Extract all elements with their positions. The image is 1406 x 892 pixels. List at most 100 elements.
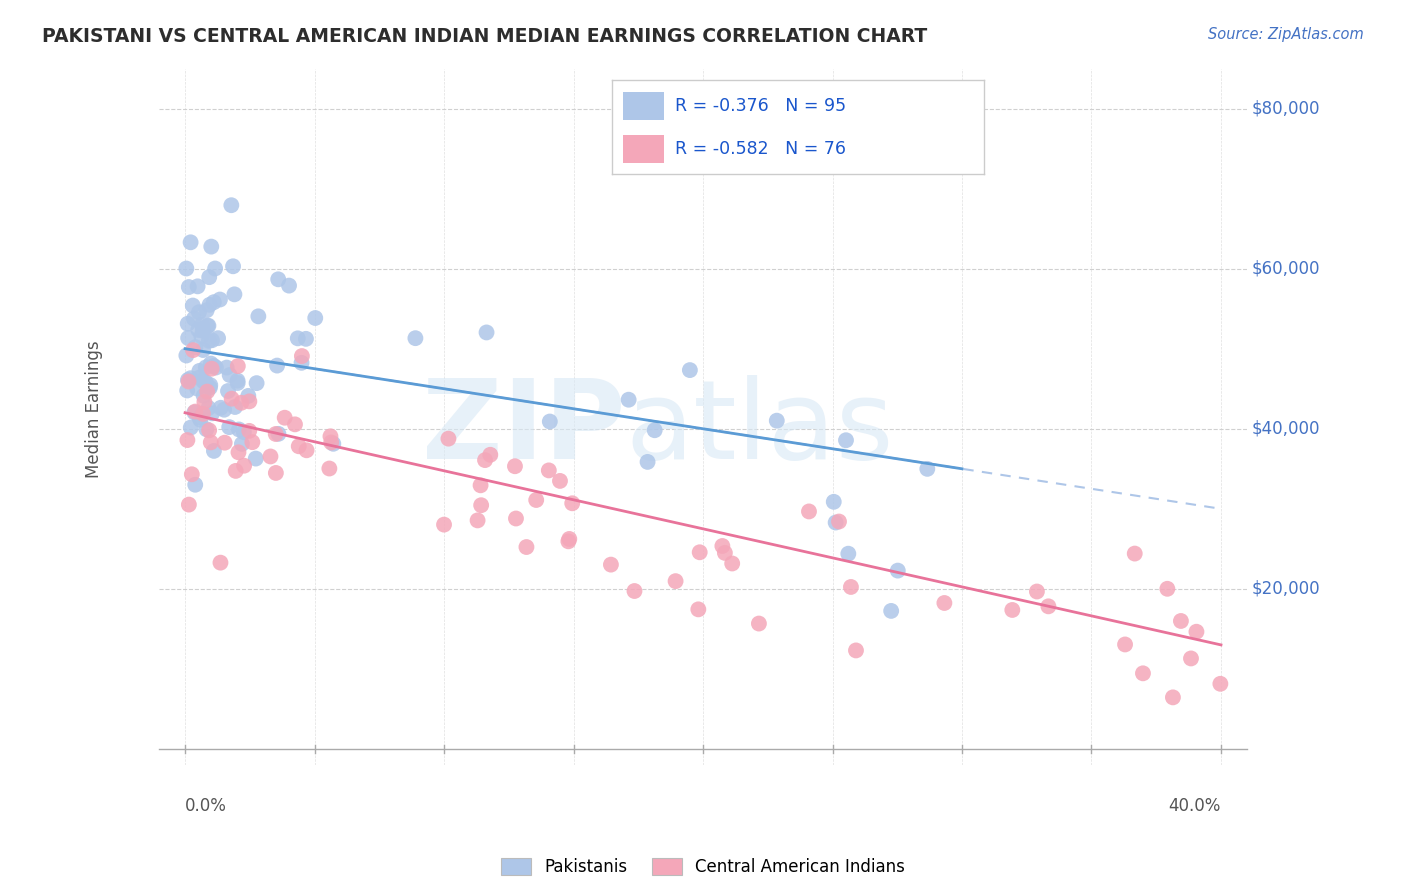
Point: [184, 477, 207, 491]
Point: [1180, 651, 1202, 665]
Point: [197, 401, 219, 415]
Point: [208, 293, 231, 307]
Point: [204, 261, 226, 276]
Point: [221, 392, 243, 406]
Point: [177, 280, 200, 294]
Point: [664, 574, 686, 589]
Point: [207, 331, 229, 345]
Point: [233, 458, 256, 473]
Point: [679, 363, 702, 377]
Point: [215, 360, 238, 375]
Point: [474, 453, 496, 467]
Point: [503, 459, 526, 474]
Text: $40,000: $40,000: [1253, 420, 1320, 438]
Point: [295, 443, 318, 458]
Point: [479, 448, 502, 462]
Text: PAKISTANI VS CENTRAL AMERICAN INDIAN MEDIAN EARNINGS CORRELATION CHART: PAKISTANI VS CENTRAL AMERICAN INDIAN MED…: [42, 27, 928, 45]
Point: [181, 299, 204, 313]
Point: [837, 547, 859, 561]
Point: [202, 443, 225, 458]
Point: [176, 349, 198, 363]
Point: [191, 318, 214, 332]
Point: [433, 517, 456, 532]
Point: [191, 407, 214, 421]
Point: [721, 557, 744, 571]
Point: [221, 198, 243, 212]
Point: [245, 451, 267, 466]
Point: [290, 356, 312, 370]
Point: [177, 373, 200, 387]
Point: [188, 410, 211, 425]
Point: [186, 382, 208, 396]
Text: R = -0.376   N = 95: R = -0.376 N = 95: [675, 96, 846, 114]
Point: [195, 303, 218, 318]
Point: [797, 504, 820, 518]
Point: [835, 434, 858, 448]
Point: [1132, 666, 1154, 681]
Point: [209, 401, 232, 415]
Point: [247, 310, 270, 324]
Point: [321, 435, 343, 450]
Point: [177, 331, 200, 345]
Point: [711, 539, 734, 553]
Point: [231, 437, 253, 451]
Point: [193, 389, 215, 403]
Point: [224, 287, 246, 301]
Point: [1161, 690, 1184, 705]
Point: [470, 498, 492, 512]
Point: [284, 417, 307, 432]
Point: [228, 422, 250, 436]
Point: [191, 374, 214, 388]
Point: [689, 545, 711, 559]
Point: [839, 580, 862, 594]
Point: [623, 584, 645, 599]
Point: [515, 540, 537, 554]
Point: [224, 400, 246, 414]
Point: [1156, 582, 1178, 596]
Point: [246, 376, 269, 391]
Point: [267, 272, 290, 286]
Point: [198, 381, 221, 395]
Point: [198, 423, 221, 437]
Point: [475, 326, 498, 340]
Point: [266, 359, 288, 373]
Point: [193, 395, 215, 409]
Point: [177, 317, 200, 331]
Point: [218, 420, 240, 434]
Point: [1123, 547, 1146, 561]
Text: ZIP: ZIP: [422, 376, 626, 483]
Point: [824, 516, 846, 530]
Point: [214, 435, 236, 450]
Point: [617, 392, 640, 407]
Point: [1185, 624, 1208, 639]
Point: [1114, 637, 1136, 651]
Point: [887, 564, 910, 578]
Bar: [623, 135, 664, 162]
Point: [845, 643, 868, 657]
Text: 40.0%: 40.0%: [1168, 797, 1220, 815]
Point: [287, 439, 309, 453]
Point: [177, 498, 200, 512]
Point: [188, 413, 211, 427]
Point: [198, 270, 221, 285]
Point: [467, 513, 489, 527]
Point: [200, 357, 222, 371]
Legend: Pakistanis, Central American Indians: Pakistanis, Central American Indians: [494, 852, 912, 883]
Point: [470, 478, 492, 492]
Point: [200, 435, 222, 450]
Point: [194, 360, 217, 375]
Point: [267, 426, 290, 441]
Text: atlas: atlas: [626, 376, 894, 483]
Point: [202, 359, 225, 373]
Point: [240, 435, 263, 450]
Point: [187, 323, 209, 337]
Point: [524, 493, 547, 508]
Point: [183, 405, 205, 419]
Point: [238, 424, 260, 438]
Point: [180, 371, 202, 385]
Point: [688, 602, 710, 616]
Point: [714, 546, 737, 560]
Point: [176, 433, 198, 447]
Point: [191, 324, 214, 338]
Bar: [623, 92, 664, 120]
